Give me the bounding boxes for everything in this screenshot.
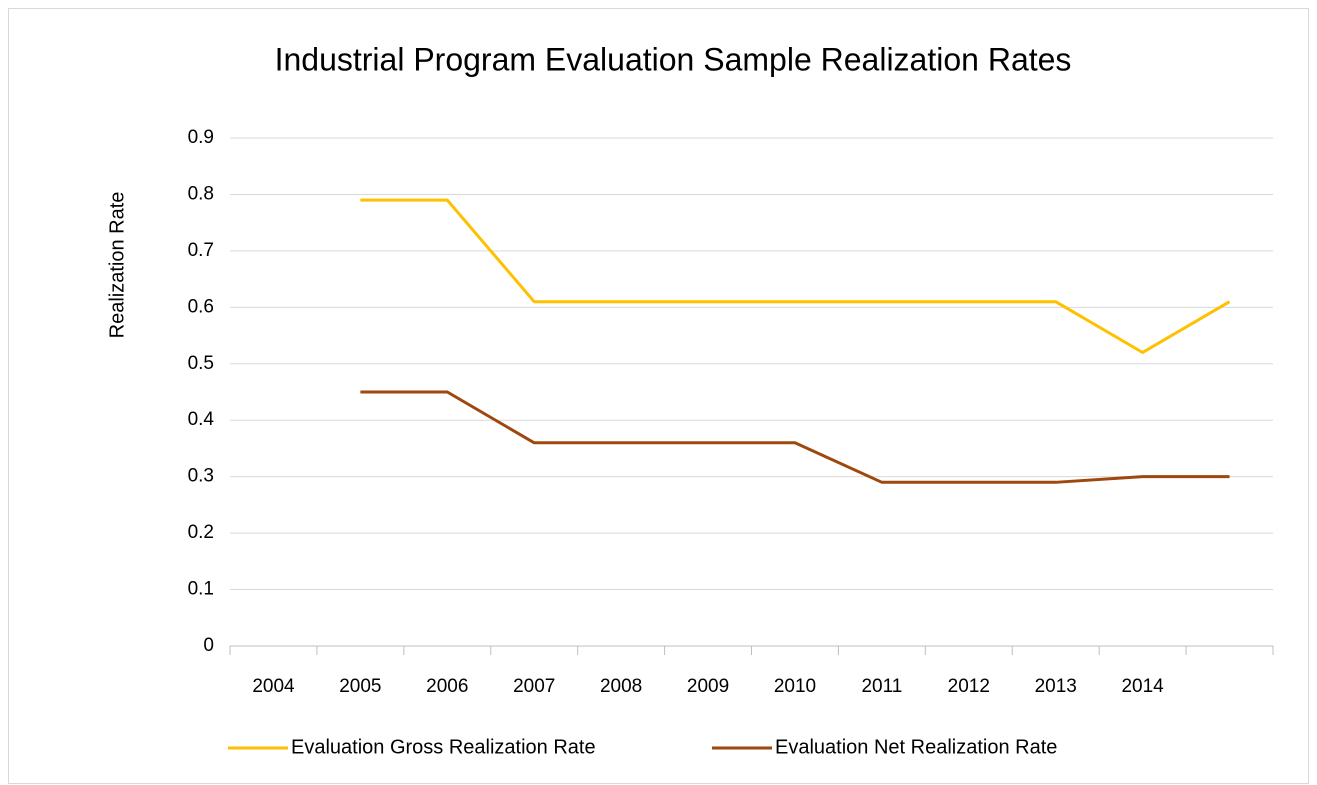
- y-tick-label: 0: [203, 635, 214, 656]
- x-tick-label: 2008: [600, 676, 642, 697]
- y-tick-label: 0.3: [188, 466, 214, 487]
- legend-label: Evaluation Gross Realization Rate: [291, 736, 596, 758]
- x-tick-label: 2011: [861, 676, 902, 697]
- y-axis-label: Realization Rate: [106, 192, 128, 339]
- y-tick-label: 0.5: [188, 353, 214, 374]
- x-tick-label: 2012: [948, 676, 990, 697]
- y-tick-label: 0.7: [188, 240, 214, 261]
- y-tick-label: 0.9: [188, 127, 214, 148]
- x-tick-label: 2004: [252, 676, 295, 697]
- y-tick-label: 0.1: [188, 579, 214, 600]
- chart-frame: [8, 8, 1309, 784]
- y-tick-label: 0.8: [188, 183, 214, 204]
- series-line: [360, 198, 1231, 354]
- x-tick-label: 2005: [339, 676, 381, 697]
- x-tick-label: 2014: [1121, 676, 1164, 697]
- x-tick-label: 2009: [687, 676, 729, 697]
- x-tick-label: 2007: [513, 676, 555, 697]
- y-tick-label: 0.2: [188, 522, 214, 543]
- series-line: [360, 390, 1230, 484]
- x-tick-label: 2013: [1035, 676, 1077, 697]
- chart-title: Industrial Program Evaluation Sample Rea…: [275, 41, 1072, 77]
- legend-label: Evaluation Net Realization Rate: [775, 736, 1057, 758]
- x-tick-label: 2006: [426, 676, 468, 697]
- y-tick-label: 0.6: [188, 296, 214, 317]
- x-tick-label: 2010: [774, 676, 816, 697]
- y-tick-label: 0.4: [188, 409, 215, 430]
